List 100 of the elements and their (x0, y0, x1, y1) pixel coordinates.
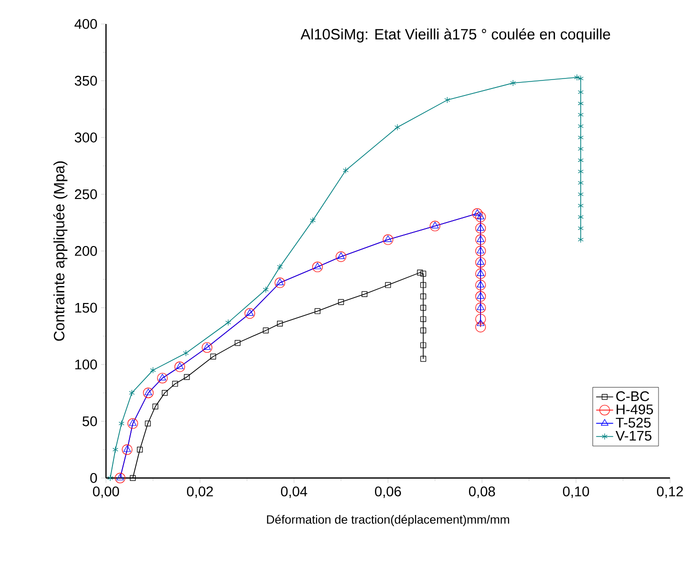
point (476, 292, 484, 299)
point (157, 372, 168, 384)
point (476, 258, 484, 265)
point (578, 190, 584, 198)
point (338, 299, 344, 305)
x-axis-title: Déformation de traction(déplacement)mm/mm (267, 514, 510, 526)
point (474, 209, 482, 216)
y-axis-title: Contrainte appliquée (Mpa) (53, 161, 68, 341)
point (578, 180, 584, 186)
point (578, 75, 584, 82)
point (420, 282, 426, 288)
point (475, 234, 486, 245)
point (578, 156, 584, 164)
point (475, 212, 486, 222)
point (172, 380, 178, 387)
point (578, 88, 584, 96)
point (578, 225, 584, 232)
y-tick-label: 400 (74, 19, 97, 29)
point (475, 291, 486, 302)
point (385, 282, 391, 288)
point (202, 342, 212, 353)
point (475, 314, 486, 324)
point (314, 308, 320, 314)
point (475, 268, 486, 279)
point (476, 303, 484, 310)
point (174, 361, 186, 372)
point (114, 472, 126, 484)
point (578, 202, 584, 209)
point (128, 418, 138, 429)
legend-label: H-495 (616, 404, 653, 414)
point (382, 234, 394, 245)
point (475, 246, 486, 256)
point (476, 246, 484, 254)
point (362, 291, 368, 298)
y-tick-label: 300 (74, 132, 97, 142)
point (274, 277, 286, 288)
point (420, 356, 426, 362)
point (475, 302, 486, 314)
point (475, 223, 486, 234)
point (277, 264, 283, 270)
point (276, 278, 284, 286)
x-tick-label: 0,02 (186, 486, 213, 498)
x-tick-label: 0,10 (562, 486, 590, 498)
point (578, 100, 584, 107)
point (476, 235, 484, 242)
point (384, 235, 392, 242)
y-tick-label: 100 (75, 360, 97, 370)
y-tick-label: 150 (75, 302, 97, 313)
y-tick-label: 250 (74, 189, 97, 200)
point (420, 342, 426, 348)
point (144, 420, 151, 426)
point (246, 309, 254, 316)
point (225, 319, 232, 326)
point (123, 445, 131, 452)
point (578, 112, 584, 118)
point (475, 280, 486, 290)
point (244, 308, 256, 319)
point (118, 420, 124, 427)
point (144, 388, 152, 396)
point (342, 167, 349, 174)
point (394, 124, 400, 131)
point (417, 270, 423, 276)
x-tick-label: 0,12 (656, 486, 683, 498)
chart-title: Al10SiMg: Etat Vieilli à175 ° coulée en coquille (300, 28, 610, 42)
point (420, 316, 426, 322)
point (152, 404, 158, 410)
point (234, 340, 240, 346)
point (310, 217, 316, 224)
legend-label: V-175 (616, 430, 652, 441)
point (420, 294, 426, 300)
point (578, 236, 584, 243)
point (430, 220, 440, 232)
point (122, 444, 132, 455)
point (578, 168, 584, 175)
point (150, 366, 156, 374)
x-tick-label: 0,04 (280, 486, 308, 498)
point (578, 134, 584, 141)
point (277, 320, 283, 327)
point (158, 374, 166, 380)
point (314, 262, 322, 270)
point (184, 374, 190, 380)
point (337, 252, 345, 259)
point (476, 269, 484, 276)
point (444, 96, 450, 104)
point (476, 212, 484, 220)
point (475, 257, 486, 268)
point (143, 388, 154, 398)
point (262, 286, 269, 293)
x-tick-label: 0,06 (374, 486, 401, 498)
point (420, 328, 426, 334)
legend-label: C-BC (616, 391, 650, 402)
point (162, 390, 168, 396)
point (107, 474, 114, 482)
point (475, 322, 486, 332)
point (476, 319, 484, 326)
point (262, 328, 269, 334)
point (116, 474, 124, 480)
point (420, 304, 426, 311)
point (128, 390, 135, 396)
point (420, 270, 426, 277)
